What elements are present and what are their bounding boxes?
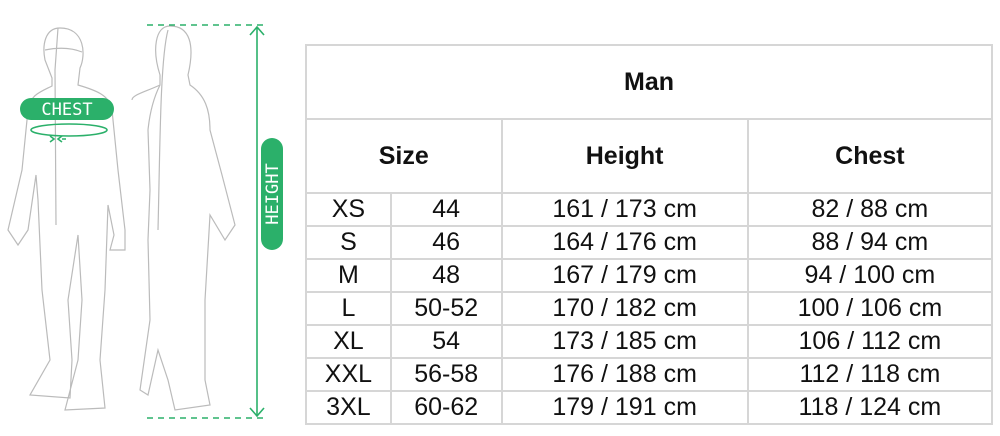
table-row: M 48 167 / 179 cm 94 / 100 cm [305,258,994,293]
size-cell: XS [305,192,392,227]
size-cell: XXL [305,357,392,392]
height-cell: 170 / 182 cm [500,291,749,326]
height-cell: 161 / 173 cm [500,192,749,227]
table-row: XXL 56-58 176 / 188 cm 112 / 118 cm [305,357,994,392]
chest-measure-icon [30,123,108,143]
chest-cell: 106 / 112 cm [746,324,994,359]
table-row: XL 54 173 / 185 cm 106 / 112 cm [305,324,994,359]
size-cell: M [305,258,392,293]
size-number-cell: 54 [389,324,503,359]
chest-cell: 88 / 94 cm [746,225,994,260]
table-row: XS 44 161 / 173 cm 82 / 88 cm [305,192,994,227]
height-cell: 173 / 185 cm [500,324,749,359]
size-chart-table: Man Size Height Chest XS 44 161 / 173 cm 82… [305,44,994,425]
chest-cell: 82 / 88 cm [746,192,994,227]
size-number-cell: 48 [389,258,503,293]
chest-cell: 112 / 118 cm [746,357,994,392]
size-number-cell: 50-52 [389,291,503,326]
size-number-cell: 46 [389,225,503,260]
table-title: Man [305,44,993,120]
chest-cell: 118 / 124 cm [746,390,994,425]
height-cell: 167 / 179 cm [500,258,749,293]
table-row: S 46 164 / 176 cm 88 / 94 cm [305,225,994,260]
chest-badge: CHEST [20,98,114,120]
size-number-cell: 44 [389,192,503,227]
height-badge: HEIGHT [261,138,283,250]
back-body-outline [131,25,236,411]
chest-cell: 100 / 106 cm [746,291,994,326]
height-cell: 176 / 188 cm [500,357,749,392]
table-row: 3XL 60-62 179 / 191 cm 118 / 124 cm [305,390,994,425]
size-cell: L [305,291,392,326]
chest-cell: 94 / 100 cm [746,258,994,293]
header-chest: Chest [746,118,994,194]
chest-label: CHEST [41,100,92,120]
height-arrow-icon [147,24,265,419]
header-size: Size [305,118,503,194]
size-cell: S [305,225,392,260]
front-body-outline [7,27,126,411]
height-cell: 164 / 176 cm [500,225,749,260]
size-number-cell: 56-58 [389,357,503,392]
height-cell: 179 / 191 cm [500,390,749,425]
size-cell: 3XL [305,390,392,425]
size-cell: XL [305,324,392,359]
body-measurement-figure: CHEST HEIGHT [7,24,283,419]
height-label: HEIGHT [263,163,283,224]
header-height: Height [500,118,749,194]
table-row: L 50-52 170 / 182 cm 100 / 106 cm [305,291,994,326]
size-number-cell: 60-62 [389,390,503,425]
